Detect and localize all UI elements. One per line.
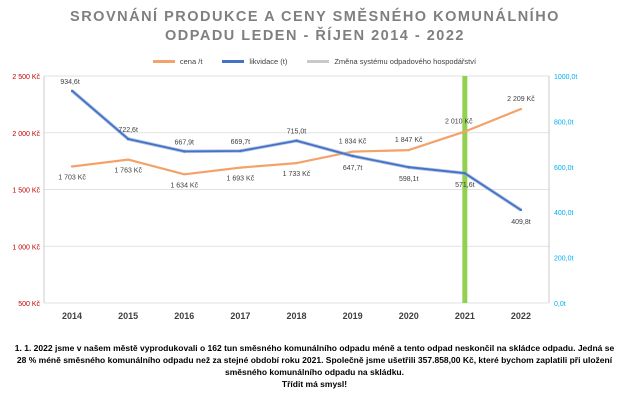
data-label-disposal: 722,6t: [118, 127, 138, 134]
data-label-price: 1 693 Kč: [227, 176, 255, 183]
legend-label-price: cena /t: [179, 57, 203, 66]
data-label-disposal: 571,6t: [455, 182, 475, 189]
system-change-marker: [462, 76, 468, 303]
chart-title-line-1: SROVNÁNÍ PRODUKCE A CENY SMĚSNÉHO KOMUNÁ…: [70, 9, 560, 25]
point-price: [183, 173, 186, 176]
x-tick-label: 2019: [343, 311, 363, 321]
point-disposal: [295, 139, 298, 142]
y-right-tick-label: 200,0t: [554, 256, 574, 263]
legend-swatch-disposal: [222, 60, 245, 63]
data-label-price: 2 209 Kč: [507, 96, 535, 103]
y-left-tick-label: 1 500 Kč: [12, 188, 40, 195]
caption-line-4: Třídit má smysl!: [281, 379, 348, 389]
legend-item-system-change: Změna systému odpadového hospodářství: [307, 57, 476, 66]
chart-legend: cena /t likvidace (t) Změna systému odpa…: [0, 57, 629, 66]
y-right-tick-label: 600,0t: [554, 165, 574, 172]
x-tick-label: 2016: [174, 311, 194, 321]
y-right-tick-label: 1000,0t: [554, 74, 577, 81]
x-tick-label: 2017: [230, 311, 250, 321]
series-line-disposal: [71, 90, 522, 211]
data-label-disposal: 715,0t: [287, 129, 307, 136]
data-label-disposal: 669,7t: [231, 139, 251, 146]
point-disposal: [70, 89, 74, 93]
y-left-tick-label: 500 Kč: [18, 301, 40, 308]
series-line-disposal-glow: [70, 89, 522, 212]
data-label-disposal: 409,8t: [511, 219, 531, 226]
y-left-tick-label: 2 500 Kč: [12, 74, 40, 81]
x-tick-label: 2018: [286, 311, 306, 321]
y-right-tick-label: 0,0t: [554, 301, 566, 308]
chart-title-line-2: ODPADU LEDEN - ŘÍJEN 2014 - 2022: [165, 28, 465, 44]
chart-title: SROVNÁNÍ PRODUKCE A CENY SMĚSNÉHO KOMUNÁ…: [40, 8, 590, 46]
chart-plot: 500 Kč 1 000 Kč 1 500 Kč 2 000 Kč 2 500 Kč 0,…: [12, 74, 577, 321]
data-label-price: 2 010 Kč: [445, 119, 473, 126]
point-price: [239, 166, 242, 169]
caption-line-1: 1. 1. 2022 jsme v našem městě vyprodukov…: [14, 343, 615, 353]
y-right-tick-label: 800,0t: [554, 119, 574, 126]
point-disposal: [126, 137, 130, 141]
data-label-price: 1 763 Kč: [114, 168, 142, 175]
legend-label-disposal: likvidace (t): [249, 57, 288, 66]
point-disposal: [463, 172, 467, 175]
point-disposal: [519, 208, 523, 212]
x-tick-label: 2014: [62, 311, 82, 321]
caption-line-2: 28 % méně směsného komunálního odpadu ne…: [16, 355, 613, 365]
data-label-price: 1 834 Kč: [339, 139, 367, 146]
point-disposal: [407, 166, 410, 169]
x-tick-label: 2020: [399, 311, 419, 321]
data-label-price: 1 634 Kč: [170, 182, 198, 189]
point-price: [463, 130, 467, 133]
point-price: [126, 158, 130, 161]
point-disposal: [351, 154, 354, 158]
x-tick-label: 2022: [511, 311, 531, 321]
point-price: [70, 165, 74, 168]
chart-caption: 1. 1. 2022 jsme v našem městě vyprodukov…: [0, 342, 629, 390]
legend-swatch-price: [152, 60, 175, 63]
legend-label-system-change: Změna systému odpadového hospodářství: [334, 57, 477, 66]
point-price: [407, 148, 410, 152]
data-label-price: 1 847 Kč: [395, 137, 423, 144]
point-price: [519, 107, 523, 111]
point-price: [295, 161, 298, 165]
data-label-disposal: 598,1t: [399, 176, 419, 183]
x-tick-label: 2015: [118, 311, 138, 321]
data-label-price: 1 703 Kč: [58, 174, 86, 181]
x-tick-label: 2021: [455, 311, 475, 321]
y-left-tick-label: 2 000 Kč: [12, 131, 40, 138]
y-right-tick-label: 400,0t: [554, 210, 574, 217]
legend-swatch-system-change: [307, 60, 330, 63]
data-label-price: 1 733 Kč: [283, 171, 311, 178]
data-label-disposal: 647,7t: [343, 165, 363, 172]
data-label-disposal: 667,9t: [175, 139, 195, 146]
point-price: [351, 150, 354, 153]
point-disposal: [183, 150, 186, 153]
caption-line-3: směsného komunálního odpadu na skládku.: [224, 367, 404, 377]
y-left-tick-label: 1 000 Kč: [12, 244, 40, 251]
legend-item-price: cena /t: [152, 57, 203, 66]
point-disposal: [239, 149, 242, 153]
data-label-disposal: 934,6t: [60, 79, 80, 86]
legend-item-disposal: likvidace (t): [222, 57, 287, 66]
